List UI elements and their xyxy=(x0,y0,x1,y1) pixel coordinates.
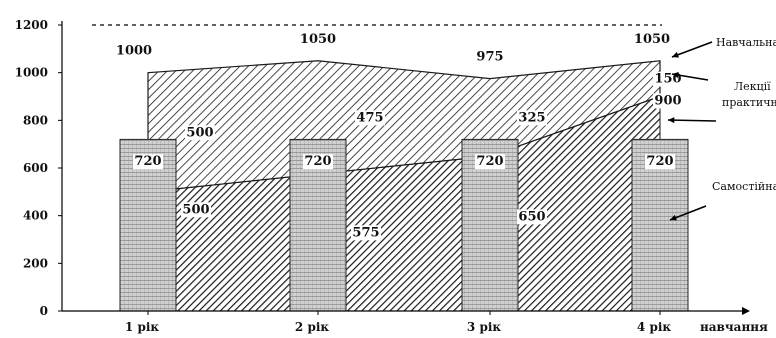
bar-value-label-bg xyxy=(133,154,163,170)
legend-arrow-lectures-head xyxy=(672,72,679,79)
total-label: 1050 xyxy=(634,32,670,47)
legend-arrow-practical-head xyxy=(668,117,675,124)
lecture-value-label-bg xyxy=(355,110,385,126)
legend-item-practical: практичні роботи xyxy=(722,96,776,109)
legend-item-teaching: Навчальна робота в інституті xyxy=(716,36,776,49)
bar-value-label: 720 xyxy=(476,154,503,169)
bar-value-label-bg xyxy=(645,154,675,170)
bar-value-label: 720 xyxy=(304,154,331,169)
practical-value-label-bg xyxy=(181,202,211,218)
area-layer xyxy=(147,60,661,312)
x-tick-label: 4 рік xyxy=(637,320,671,334)
practical-value-label-bg xyxy=(653,93,683,109)
lecture-value-label-bg xyxy=(185,125,215,141)
y-tick-label: 600 xyxy=(23,161,48,175)
legend-arrow-self-study-head xyxy=(670,214,677,221)
x-tick-label: 1 рік xyxy=(125,320,159,334)
y-tick-label: 200 xyxy=(23,256,48,270)
practical-value-label: 900 xyxy=(654,94,681,109)
legend-arrow-teaching xyxy=(671,41,713,58)
lecture-value-label: 475 xyxy=(356,110,383,125)
total-label: 1000 xyxy=(116,44,152,59)
data-labels: 1000 1050 975 1050 720 720 720 720 500 575 650 900 5… xyxy=(116,32,683,241)
practical-value-label: 575 xyxy=(352,225,379,240)
y-tick-label: 1000 xyxy=(15,66,48,80)
legend-item-self-study: Самостійна робота студента xyxy=(712,180,776,193)
x-axis-arrow xyxy=(742,307,750,315)
legend-arrow-self-study xyxy=(669,205,707,221)
total-label: 975 xyxy=(476,50,503,65)
total-label: 1050 xyxy=(300,32,336,47)
bar-value-label: 720 xyxy=(134,154,161,169)
lecture-value-label: 500 xyxy=(186,125,213,140)
bar-value-label-bg xyxy=(303,154,333,170)
axes: 0 200 400 600 800 1000 1200 1 рік 2 рік 3 рік 4 рі… xyxy=(15,18,768,334)
legend: Навчальна робота в інституті Лекції практи… xyxy=(667,36,776,221)
y-tick-label: 1200 xyxy=(15,18,48,32)
x-tick-label: 3 рік xyxy=(467,320,501,334)
x-axis-label: навчання xyxy=(700,320,768,334)
practical-value-label-bg xyxy=(351,225,381,241)
practical-value-label: 650 xyxy=(518,209,545,224)
lecture-value-label: 325 xyxy=(518,110,545,125)
legend-arrow-teaching-head xyxy=(672,51,679,58)
practical-value-label-bg xyxy=(517,209,547,225)
y-tick-label: 800 xyxy=(23,113,48,127)
practical-value-label: 500 xyxy=(182,202,209,217)
x-tick-label: 2 рік xyxy=(295,320,329,334)
area-lectures xyxy=(147,60,661,193)
bar-value-label: 720 xyxy=(646,154,673,169)
y-tick-label: 0 xyxy=(40,304,48,318)
y-tick-label: 400 xyxy=(23,209,48,223)
legend-item-lectures: Лекції xyxy=(734,80,771,93)
lecture-value-label-bg xyxy=(517,110,547,126)
legend-arrow-practical xyxy=(667,119,717,122)
bar-value-label-bg xyxy=(475,154,505,170)
